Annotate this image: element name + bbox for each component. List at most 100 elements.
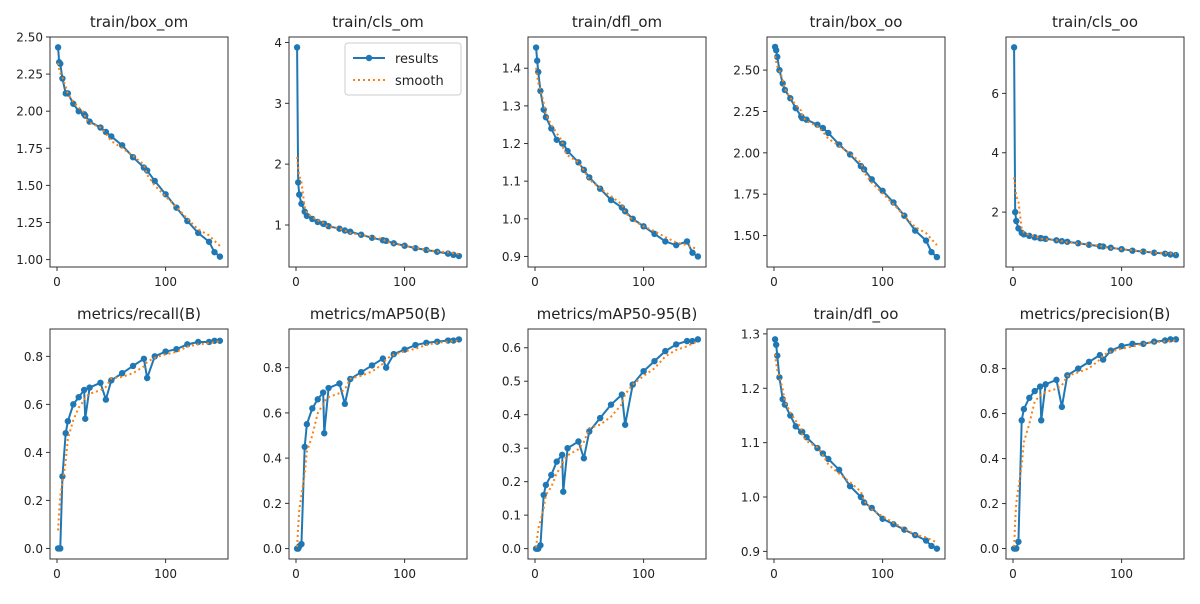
x-tick-label: 100 [393,567,416,581]
results-point [683,238,691,245]
results-point [1020,231,1028,238]
results-point [621,421,629,428]
y-tick-label: 1.1 [741,436,760,450]
results-point [607,196,615,204]
y-tick-label: 1.50 [733,229,760,243]
results-point [1172,251,1180,259]
results-point [194,229,202,237]
results-point [1140,340,1147,348]
x-tick-label: 100 [154,275,177,289]
y-tick-label: 6 [991,87,999,101]
y-tick-label: 0.2 [502,475,521,489]
y-tick-label: 1.0 [741,491,760,505]
results-point [819,450,827,457]
results-point [537,542,544,549]
results-point [835,466,843,474]
axes-frame [49,36,229,268]
results-point [1015,538,1022,545]
results-point [298,540,305,548]
results-point [662,347,669,355]
results-point [607,401,615,408]
y-tick-label: 1.75 [733,188,760,202]
y-tick-label: 2.50 [733,64,760,78]
y-tick-label: 3 [274,97,282,111]
results-point [542,481,550,489]
x-tick-label: 0 [53,275,61,289]
y-tick-label: 4 [274,36,282,50]
y-tick-label: 0.6 [980,407,999,421]
y-tick-label: 1.00 [16,253,43,267]
results-point [325,223,332,230]
x-tick-label: 100 [632,275,655,289]
y-tick-label: 0.4 [263,452,282,466]
results-point [1013,217,1020,225]
smooth-line [535,340,699,548]
results-point [1026,232,1033,240]
results-point [336,225,343,232]
results-point [548,471,555,479]
y-tick-label: 0.6 [502,341,521,355]
results-point [1018,417,1025,424]
x-tick-label: 100 [1110,567,1133,581]
subplot-title: train/cls_oo [1052,13,1138,32]
results-line [57,47,221,258]
subplot-10: metrics/precision(B) 0 100 0.0 0.2 0.4 0.6 0.8 [980,305,1185,581]
results-point [1038,417,1045,424]
results-point [542,113,550,121]
subplot-2: train/cls_om 0 100 1 2 3 4 results smooth [274,13,468,289]
results-point [1099,356,1107,363]
results-point [651,230,658,238]
results-point [1036,383,1044,390]
x-tick-label: 100 [154,567,177,581]
smooth-line [57,340,221,531]
results-point [1031,387,1038,395]
subplot-title: train/box_om [90,13,188,32]
subplot-3: train/dfl_om 0 100 0.9 1.0 1.1 1.2 1.3 1.4 [502,13,707,289]
subplot-7: metrics/mAP50(B) 0 100 0.0 0.2 0.4 0.6 0.8 [263,305,468,581]
results-point [928,248,935,256]
y-tick-label: 2.50 [16,31,43,45]
subplot-5: train/cls_oo 0 100 2 4 6 [991,13,1185,289]
x-tick-label: 0 [292,275,300,289]
y-tick-label: 4 [991,146,999,160]
results-point [211,248,218,256]
results-point [298,200,305,207]
x-tick-label: 0 [770,275,778,289]
results-point [184,217,191,225]
y-tick-label: 0.1 [502,509,521,523]
y-tick-label: 0.4 [502,408,521,422]
y-tick-label: 1.2 [502,137,521,151]
y-tick-label: 0.9 [741,545,760,559]
subplot-1: train/box_om 0 100 1.00 1.25 1.50 1.75 2.00 2.25… [16,13,229,289]
results-point [382,364,390,371]
y-tick-label: 1.1 [502,175,521,189]
results-point [868,176,875,183]
results-point [64,417,72,425]
results-point [86,384,93,391]
results-point [860,499,868,506]
y-tick-label: 0.4 [980,452,999,466]
subplot-title: metrics/recall(B) [77,305,201,323]
y-tick-label: 0.9 [502,250,521,264]
results-point [629,381,636,388]
y-tick-label: 0.8 [24,350,43,364]
results-point [781,401,789,408]
results-point [1058,403,1066,411]
results-point [1074,365,1082,372]
results-point [928,542,935,550]
results-point [325,384,332,392]
x-tick-label: 100 [632,567,655,581]
results-point [640,367,647,375]
results-point [423,339,430,346]
results-point [694,336,702,343]
legend-results-marker [365,54,373,62]
results-point [683,337,691,345]
results-point [689,249,696,256]
results-point [1150,249,1158,256]
results-point [82,415,89,422]
results-point [533,57,541,64]
results-point [1099,243,1107,250]
results-point [57,60,64,67]
results-point [357,368,365,376]
